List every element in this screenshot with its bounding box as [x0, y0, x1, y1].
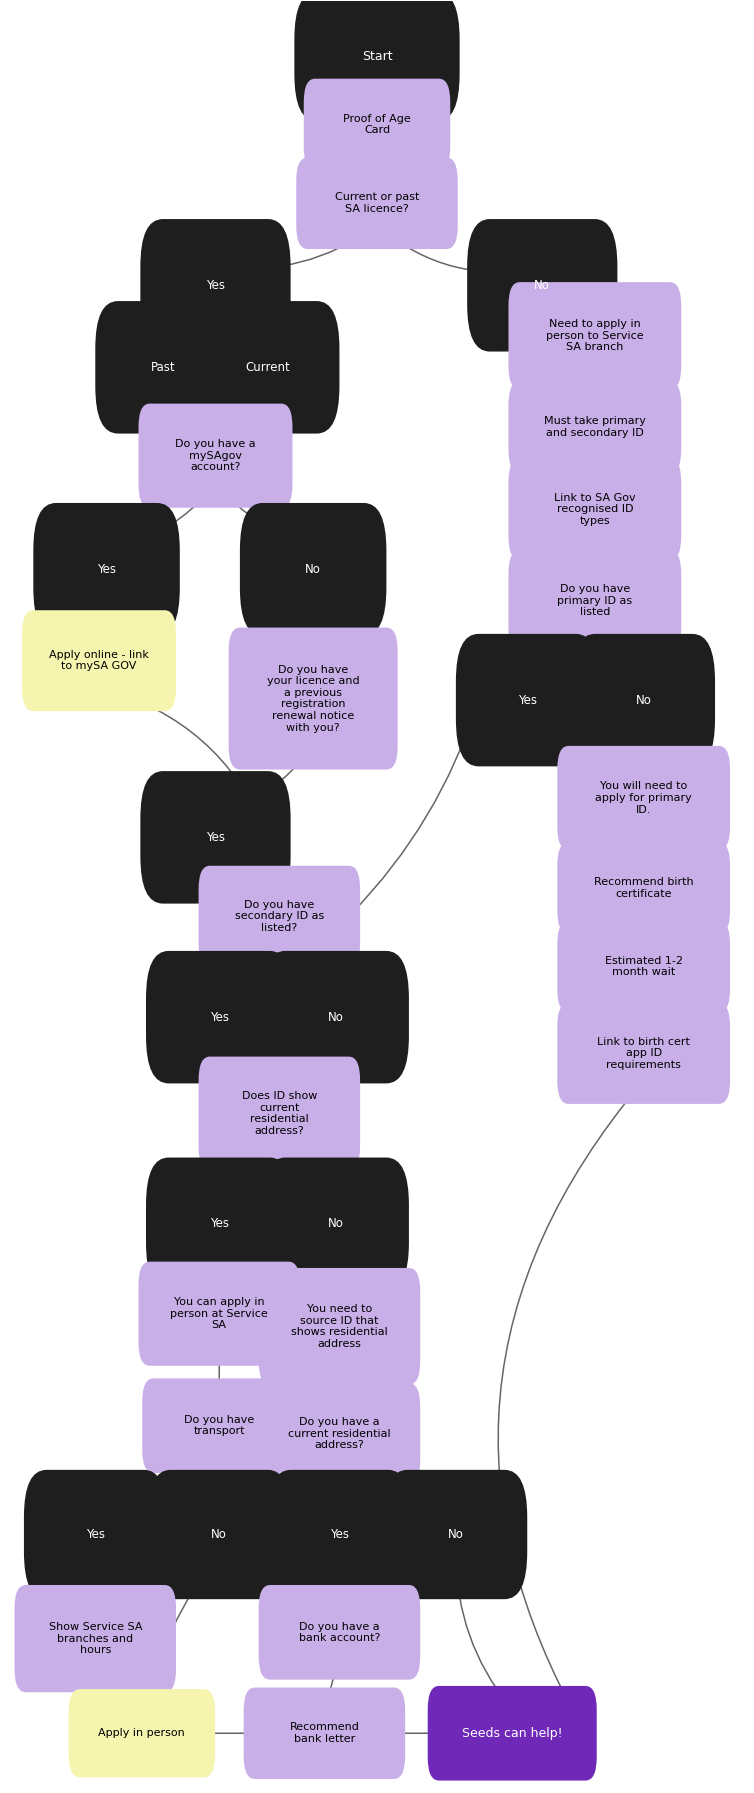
Text: Do you have a
current residential
address?: Do you have a current residential addres…: [288, 1416, 391, 1451]
Text: Need to apply in
person to Service
SA branch: Need to apply in person to Service SA br…: [546, 319, 644, 353]
FancyBboxPatch shape: [304, 79, 450, 170]
FancyBboxPatch shape: [259, 1382, 420, 1485]
Text: No: No: [328, 1217, 344, 1230]
Text: Current or past
SA licence?: Current or past SA licence?: [335, 192, 419, 213]
FancyBboxPatch shape: [557, 746, 730, 850]
Text: Current: Current: [246, 360, 290, 373]
FancyBboxPatch shape: [198, 1056, 360, 1171]
FancyBboxPatch shape: [140, 219, 290, 351]
Text: No: No: [535, 278, 550, 292]
FancyBboxPatch shape: [385, 1470, 527, 1599]
Text: Recommend birth
certificate: Recommend birth certificate: [594, 877, 694, 898]
FancyBboxPatch shape: [268, 1470, 411, 1599]
FancyBboxPatch shape: [259, 1585, 420, 1680]
Text: Link to SA Gov
recognised ID
types: Link to SA Gov recognised ID types: [554, 493, 636, 525]
Text: No: No: [305, 563, 321, 576]
Text: Estimated 1-2
month wait: Estimated 1-2 month wait: [605, 956, 682, 977]
FancyBboxPatch shape: [456, 635, 599, 766]
FancyBboxPatch shape: [557, 922, 730, 1013]
Text: Do you have
your licence and
a previous
registration
renewal notice
with you?: Do you have your licence and a previous …: [267, 665, 360, 733]
Text: Yes: Yes: [206, 830, 225, 845]
Text: Apply online - link
to mySA GOV: Apply online - link to mySA GOV: [49, 649, 149, 672]
FancyBboxPatch shape: [240, 504, 386, 635]
FancyBboxPatch shape: [146, 950, 293, 1083]
Text: Apply in person: Apply in person: [99, 1728, 185, 1737]
FancyBboxPatch shape: [244, 1687, 405, 1779]
Text: Do you have
primary ID as
listed: Do you have primary ID as listed: [557, 585, 633, 617]
Text: No: No: [211, 1528, 227, 1540]
FancyBboxPatch shape: [24, 1470, 167, 1599]
FancyBboxPatch shape: [139, 1262, 300, 1366]
FancyBboxPatch shape: [69, 1689, 215, 1777]
FancyBboxPatch shape: [148, 1470, 290, 1599]
Text: You need to
source ID that
shows residential
address: You need to source ID that shows residen…: [291, 1304, 388, 1348]
FancyBboxPatch shape: [259, 1268, 420, 1384]
FancyBboxPatch shape: [557, 843, 730, 934]
Text: Link to birth cert
app ID
requirements: Link to birth cert app ID requirements: [597, 1036, 690, 1070]
Text: Yes: Yes: [97, 563, 116, 576]
FancyBboxPatch shape: [95, 301, 231, 434]
FancyBboxPatch shape: [508, 382, 682, 473]
FancyBboxPatch shape: [197, 301, 339, 434]
Text: Do you have
transport: Do you have transport: [184, 1415, 254, 1436]
FancyBboxPatch shape: [262, 1158, 409, 1289]
Text: Yes: Yes: [330, 1528, 349, 1540]
Text: Does ID show
current
residential
address?: Does ID show current residential address…: [241, 1090, 317, 1135]
Text: You will need to
apply for primary
ID.: You will need to apply for primary ID.: [596, 782, 692, 814]
FancyBboxPatch shape: [262, 950, 409, 1083]
Text: Yes: Yes: [86, 1528, 105, 1540]
FancyBboxPatch shape: [296, 158, 458, 249]
Text: Seeds can help!: Seeds can help!: [462, 1727, 562, 1739]
Text: Yes: Yes: [206, 278, 225, 292]
FancyBboxPatch shape: [228, 628, 397, 769]
FancyBboxPatch shape: [508, 459, 682, 559]
Text: Proof of Age
Card: Proof of Age Card: [343, 113, 411, 134]
Text: Yes: Yes: [210, 1011, 228, 1024]
Text: No: No: [636, 694, 651, 706]
Text: Recommend
bank letter: Recommend bank letter: [290, 1723, 360, 1745]
Text: Do you have a
mySAgov
account?: Do you have a mySAgov account?: [175, 439, 256, 472]
FancyBboxPatch shape: [146, 1158, 293, 1289]
Text: You can apply in
person at Service
SA: You can apply in person at Service SA: [170, 1296, 268, 1330]
Text: Yes: Yes: [518, 694, 537, 706]
Text: Do you have a
bank account?: Do you have a bank account?: [299, 1621, 380, 1642]
Text: No: No: [328, 1011, 344, 1024]
Text: Do you have
secondary ID as
listed?: Do you have secondary ID as listed?: [234, 900, 324, 932]
FancyBboxPatch shape: [467, 219, 618, 351]
FancyBboxPatch shape: [508, 282, 682, 389]
FancyBboxPatch shape: [33, 504, 179, 635]
Text: Past: Past: [151, 360, 175, 373]
FancyBboxPatch shape: [140, 771, 290, 904]
Text: Start: Start: [362, 50, 392, 63]
FancyBboxPatch shape: [428, 1685, 596, 1780]
FancyBboxPatch shape: [22, 610, 176, 712]
FancyBboxPatch shape: [572, 635, 715, 766]
FancyBboxPatch shape: [557, 1002, 730, 1104]
FancyBboxPatch shape: [139, 403, 293, 507]
FancyBboxPatch shape: [14, 1585, 176, 1693]
FancyBboxPatch shape: [508, 550, 682, 651]
FancyBboxPatch shape: [143, 1379, 296, 1474]
FancyBboxPatch shape: [198, 866, 360, 966]
Text: Show Service SA
branches and
hours: Show Service SA branches and hours: [48, 1623, 142, 1655]
FancyBboxPatch shape: [294, 0, 460, 122]
Text: No: No: [448, 1528, 464, 1540]
Text: Yes: Yes: [210, 1217, 228, 1230]
Text: Must take primary
and secondary ID: Must take primary and secondary ID: [544, 416, 645, 437]
